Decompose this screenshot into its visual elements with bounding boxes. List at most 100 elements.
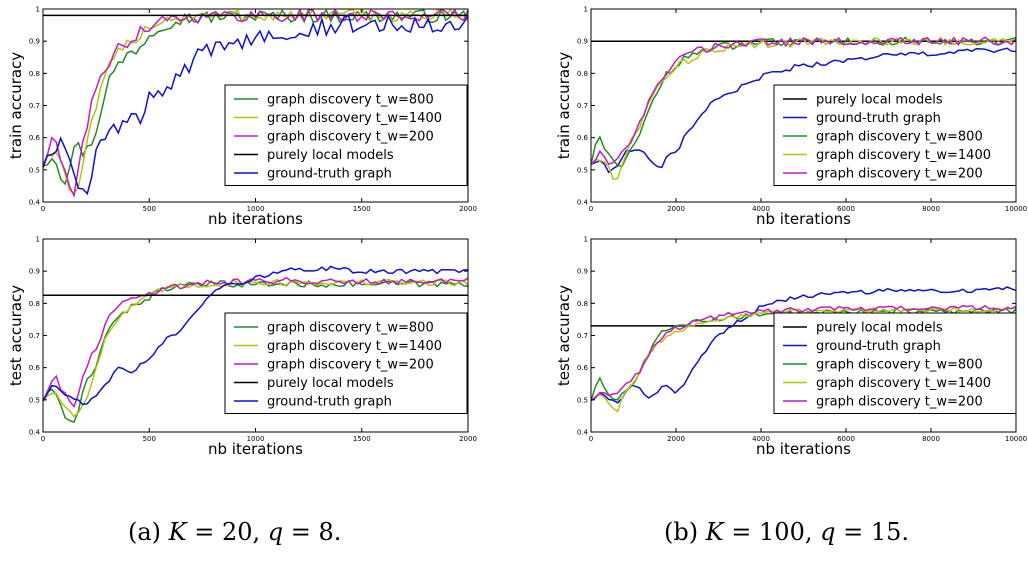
series-line bbox=[591, 286, 1016, 404]
legend-label: ground-truth graph bbox=[267, 167, 392, 182]
caption-b-q-value: = 15. bbox=[835, 518, 910, 546]
legend-label: graph discovery t_w=800 bbox=[816, 130, 983, 145]
caption-a-k-value: = 20, bbox=[186, 518, 268, 546]
x-tick-label: 1500 bbox=[353, 435, 371, 443]
y-tick-label: 0.9 bbox=[577, 268, 588, 276]
x-tick-label: 0 bbox=[41, 435, 45, 443]
legend-label: graph discovery t_w=800 bbox=[816, 358, 983, 373]
x-axis-label: nb iterations bbox=[208, 440, 303, 458]
x-tick-label: 4000 bbox=[752, 205, 770, 213]
legend-label: graph discovery t_w=1400 bbox=[267, 111, 442, 126]
x-tick-label: 0 bbox=[41, 205, 45, 213]
caption-a-k: K bbox=[168, 518, 187, 546]
legend-box bbox=[224, 84, 468, 186]
chart-a_test: 0 500 1000 1500 2000 0.4 0.5 0.6 0.7 0.8 0.9 1 nb it… bbox=[7, 236, 477, 459]
caption-b-prefix: (b) bbox=[664, 518, 706, 546]
x-tick-label: 10000 bbox=[1005, 435, 1027, 443]
caption-b: (b) K = 100, q = 15. bbox=[664, 518, 909, 546]
y-tick-label: 0.9 bbox=[29, 268, 40, 276]
x-axis-label: nb iterations bbox=[756, 440, 851, 458]
legend: purely local models ground-truth graph gra… bbox=[773, 312, 1017, 414]
x-tick-label: 6000 bbox=[837, 205, 855, 213]
chart-b_test: 0 2000 4000 6000 8000 10000 0.4 0.5 0.6 0.7 0.8 0.9… bbox=[555, 236, 1027, 459]
y-tick-label: 0.8 bbox=[29, 70, 40, 78]
x-axis-label: nb iterations bbox=[208, 210, 303, 228]
series-line bbox=[591, 36, 1016, 166]
y-tick-label: 0.4 bbox=[29, 429, 41, 437]
chart-b_train: 0 2000 4000 6000 8000 10000 0.4 0.5 0.6 0.7 0.8 0.9… bbox=[555, 6, 1027, 229]
series-line bbox=[43, 14, 468, 196]
y-tick-label: 0.4 bbox=[577, 199, 589, 207]
series-line bbox=[43, 279, 468, 424]
y-tick-label: 0.7 bbox=[29, 102, 40, 110]
caption-b-q: q bbox=[820, 518, 836, 546]
y-tick-label: 1 bbox=[36, 236, 40, 244]
legend-label: purely local models bbox=[816, 93, 943, 108]
y-tick-label: 0.6 bbox=[577, 364, 589, 372]
y-tick-label: 0.9 bbox=[577, 38, 588, 46]
series-line bbox=[43, 9, 468, 186]
legend-label: graph discovery t_w=800 bbox=[267, 93, 434, 108]
series-line bbox=[43, 265, 468, 406]
y-tick-label: 0.8 bbox=[577, 70, 588, 78]
x-tick-label: 2000 bbox=[667, 435, 685, 443]
y-tick-label: 1 bbox=[584, 6, 588, 14]
y-tick-label: 0.7 bbox=[577, 102, 588, 110]
legend-label: graph discovery t_w=1400 bbox=[816, 376, 991, 391]
y-axis-label: train accuracy bbox=[7, 52, 25, 159]
x-tick-label: 500 bbox=[143, 435, 156, 443]
x-tick-label: 8000 bbox=[922, 205, 940, 213]
y-tick-label: 0.5 bbox=[29, 396, 40, 404]
y-tick-label: 0.7 bbox=[577, 332, 588, 340]
y-axis-label: test accuracy bbox=[555, 285, 573, 386]
series-line bbox=[591, 36, 1016, 181]
legend-label: graph discovery t_w=1400 bbox=[267, 339, 442, 354]
x-tick-label: 6000 bbox=[837, 435, 855, 443]
legend-label: purely local models bbox=[267, 148, 394, 163]
y-tick-label: 1 bbox=[584, 236, 588, 244]
y-tick-label: 0.8 bbox=[29, 300, 40, 308]
y-tick-label: 0.8 bbox=[577, 300, 588, 308]
legend-box bbox=[773, 84, 1017, 186]
caption-b-k: K bbox=[705, 518, 724, 546]
x-tick-label: 4000 bbox=[752, 435, 770, 443]
y-tick-label: 0.4 bbox=[577, 429, 589, 437]
y-tick-label: 0.5 bbox=[577, 166, 588, 174]
y-tick-label: 0.5 bbox=[29, 166, 40, 174]
x-tick-label: 2000 bbox=[459, 205, 477, 213]
x-tick-label: 0 bbox=[589, 205, 593, 213]
series-line bbox=[43, 276, 468, 409]
y-tick-label: 0.7 bbox=[29, 332, 40, 340]
legend-label: purely local models bbox=[816, 321, 943, 336]
y-tick-label: 0.9 bbox=[29, 38, 40, 46]
legend-label: graph discovery t_w=200 bbox=[816, 167, 983, 182]
legend-label: graph discovery t_w=200 bbox=[267, 130, 434, 145]
legend-label: ground-truth graph bbox=[816, 339, 941, 354]
y-axis-label: test accuracy bbox=[7, 285, 25, 386]
series-line bbox=[591, 304, 1016, 402]
caption-a-q: q bbox=[267, 518, 284, 546]
x-tick-label: 0 bbox=[589, 435, 593, 443]
legend: purely local models ground-truth graph gra… bbox=[773, 84, 1017, 186]
x-tick-label: 1000 bbox=[247, 435, 265, 443]
x-tick-label: 1500 bbox=[353, 205, 371, 213]
series-line bbox=[43, 278, 468, 418]
legend-label: graph discovery t_w=200 bbox=[267, 358, 434, 373]
legend-label: ground-truth graph bbox=[816, 111, 941, 126]
y-tick-label: 0.6 bbox=[29, 134, 41, 142]
legend-box bbox=[224, 312, 468, 414]
y-tick-label: 1 bbox=[36, 6, 40, 14]
y-tick-label: 0.4 bbox=[29, 199, 41, 207]
x-tick-label: 2000 bbox=[459, 435, 477, 443]
legend-label: purely local models bbox=[267, 376, 394, 391]
x-tick-label: 1000 bbox=[247, 205, 265, 213]
legend-label: graph discovery t_w=200 bbox=[816, 395, 983, 410]
chart-a_train: 0 500 1000 1500 2000 0.4 0.5 0.6 0.7 0.8 0.9 1 nb it… bbox=[7, 6, 477, 229]
x-tick-label: 10000 bbox=[1005, 205, 1027, 213]
x-tick-label: 2000 bbox=[667, 205, 685, 213]
caption-a-prefix: (a) bbox=[128, 518, 169, 546]
y-tick-label: 0.5 bbox=[577, 396, 588, 404]
